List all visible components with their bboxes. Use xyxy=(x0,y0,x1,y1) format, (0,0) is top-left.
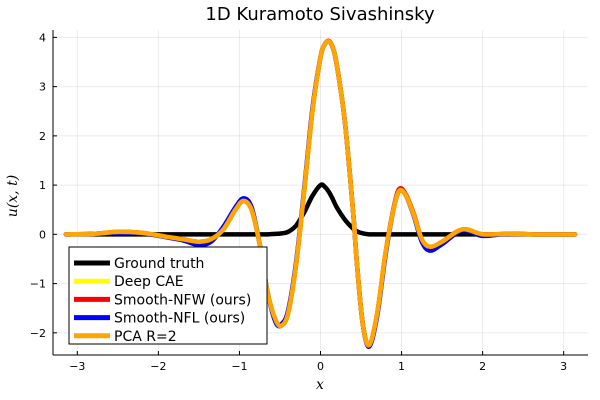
x-tick-label: −2 xyxy=(150,360,166,373)
y-tick-label: 4 xyxy=(39,31,46,44)
y-tick-label: −1 xyxy=(30,278,46,291)
y-tick-label: 1 xyxy=(39,179,46,192)
legend-entry-label: Smooth-NFL (ours) xyxy=(114,311,245,327)
x-tick-label: −3 xyxy=(69,360,85,373)
x-tick-label: 3 xyxy=(560,360,567,373)
x-axis-label: x xyxy=(316,377,324,393)
axes xyxy=(52,30,588,356)
y-tick-label: 0 xyxy=(39,228,46,241)
x-tick-label: −1 xyxy=(231,360,247,373)
legend-entry-label: PCA R=2 xyxy=(114,329,177,345)
tick-labels: −3 −2 −1 0 1 2 3 −2 −1 0 1 2 3 4 xyxy=(30,31,567,373)
legend-entry-label: Ground truth xyxy=(114,256,204,272)
legend-entry-label: Deep CAE xyxy=(114,274,184,290)
x-tick-label: 0 xyxy=(317,360,324,373)
y-axis-label: u(x, t) xyxy=(5,175,21,217)
chart-title: 1D Kuramoto Sivashinsky xyxy=(205,4,435,25)
y-tick-label: 3 xyxy=(39,81,46,94)
y-tick-label: 2 xyxy=(39,130,46,143)
legend: Ground truth Deep CAE Smooth-NFW (ours) Smo… xyxy=(68,246,268,345)
y-tick-label: −2 xyxy=(30,327,46,340)
legend-entry-label: Smooth-NFW (ours) xyxy=(114,292,251,308)
x-tick-label: 2 xyxy=(479,360,486,373)
x-tick-label: 1 xyxy=(398,360,405,373)
series-line-4 xyxy=(63,39,578,348)
series-layer xyxy=(63,38,578,349)
